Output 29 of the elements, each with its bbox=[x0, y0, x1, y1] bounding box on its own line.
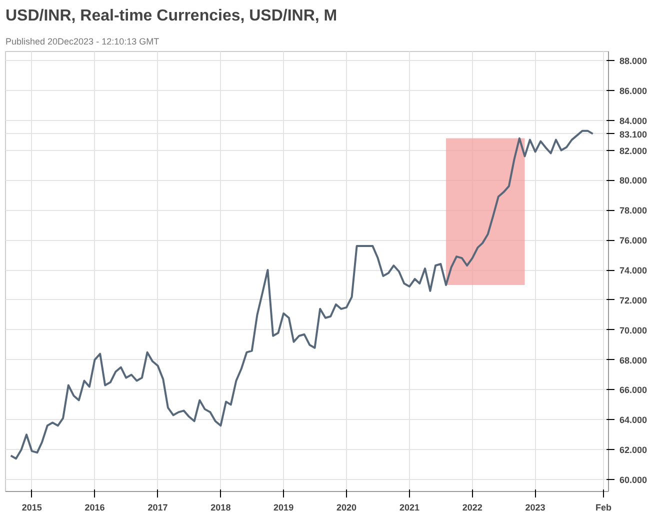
y-tick-label: 66.000 bbox=[620, 385, 648, 396]
x-tick-label: 2018 bbox=[210, 502, 231, 512]
x-tick-label: 2023 bbox=[525, 502, 546, 512]
y-tick-label: 70.000 bbox=[620, 325, 648, 336]
y-tick-label: 82.000 bbox=[620, 146, 648, 156]
y-tick-label: 64.000 bbox=[620, 415, 648, 426]
y-tick-label: 76.000 bbox=[620, 236, 648, 246]
x-tick-label: 2019 bbox=[274, 502, 294, 512]
y-tick-label: 78.000 bbox=[620, 206, 648, 216]
x-tick-label: 2017 bbox=[148, 502, 168, 512]
line-series bbox=[10, 130, 594, 460]
y-tick-label: 74.000 bbox=[620, 266, 648, 276]
x-tick-label: Feb bbox=[596, 502, 612, 512]
chart-subtitle: Published 20Dec2023 - 12:10:13 GMT bbox=[6, 36, 160, 46]
x-tick-label: 2022 bbox=[462, 502, 482, 512]
x-tick-label: 2020 bbox=[336, 502, 356, 512]
x-tick-label: 2015 bbox=[22, 502, 42, 512]
y-tick-label: 60.000 bbox=[620, 475, 648, 486]
y-tick-label: 62.000 bbox=[620, 445, 648, 456]
y-tick-label: 68.000 bbox=[620, 355, 648, 366]
y-tick-label: 88.000 bbox=[620, 56, 648, 66]
x-tick-label: 2016 bbox=[84, 502, 105, 512]
y-tick-label: 72.000 bbox=[620, 295, 648, 306]
y-tick-label: 83.100 bbox=[620, 129, 648, 140]
chart-title: USD/INR, Real-time Currencies, USD/INR, M bbox=[6, 8, 338, 24]
y-tick-label: 80.000 bbox=[620, 176, 648, 186]
y-tick-label: 84.000 bbox=[620, 116, 648, 126]
x-tick-label: 2021 bbox=[400, 502, 420, 512]
y-tick-label: 86.000 bbox=[620, 86, 648, 96]
